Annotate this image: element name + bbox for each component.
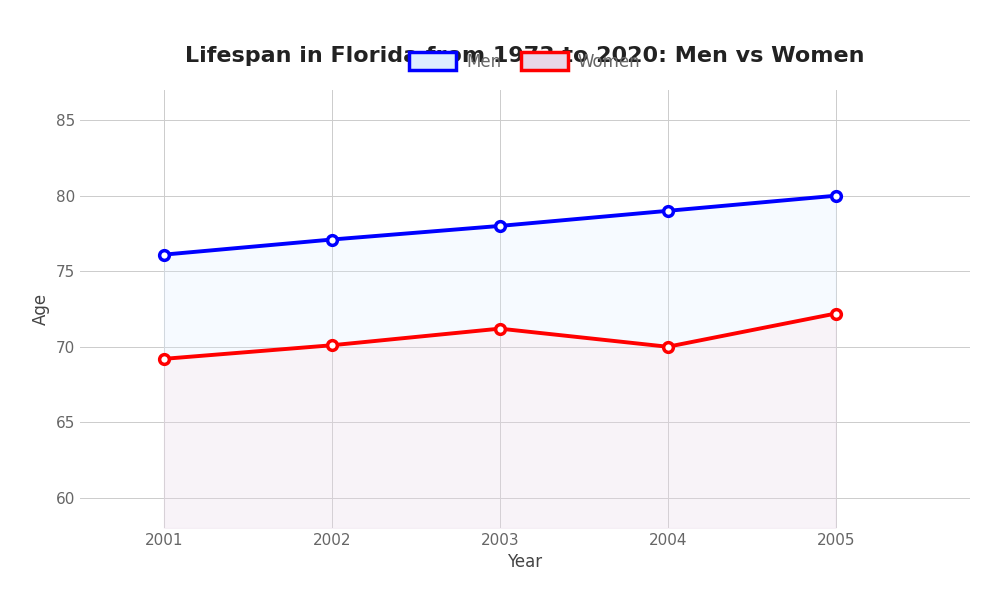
X-axis label: Year: Year — [507, 553, 543, 571]
Legend: Men, Women: Men, Women — [403, 46, 647, 77]
Y-axis label: Age: Age — [32, 293, 50, 325]
Title: Lifespan in Florida from 1973 to 2020: Men vs Women: Lifespan in Florida from 1973 to 2020: M… — [185, 46, 865, 66]
